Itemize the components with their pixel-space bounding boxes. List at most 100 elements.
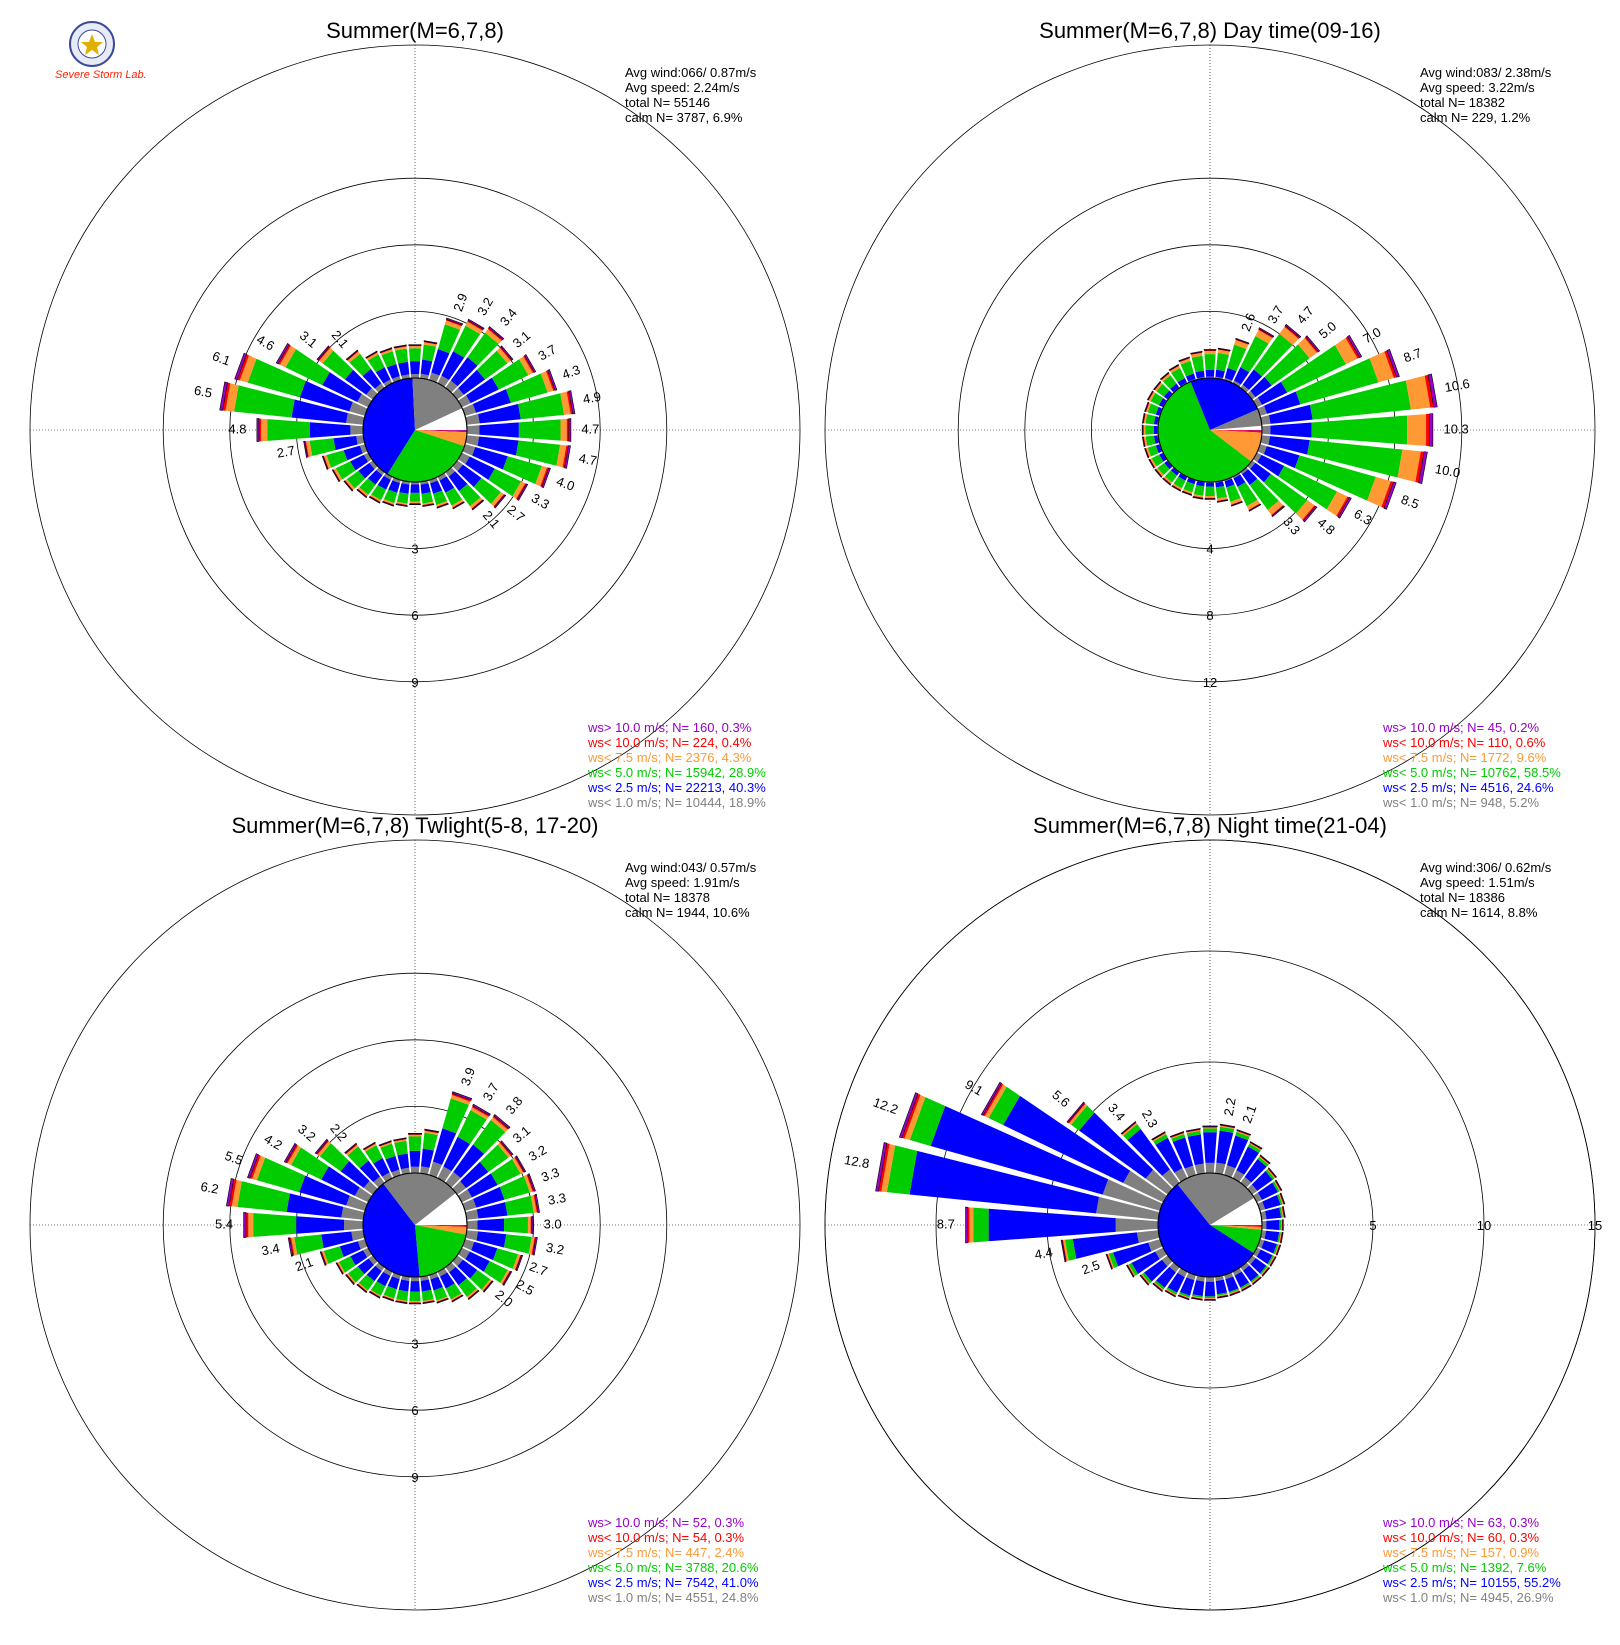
wind-bar-30 [1232,1141,1263,1182]
bar-segment-lt2-5 [465,1251,490,1272]
wind-bar-320 [1120,1121,1180,1188]
pie-slice-lt5 [415,1225,467,1277]
pie-slice-lt7-5 [415,430,467,447]
bar-segment-lt2-5 [1264,1230,1280,1243]
bar-segment-gt10 [247,1153,259,1179]
range-ring-label: 3 [411,542,418,557]
bar-segment-lt2-5 [358,462,375,479]
bar-segment-lt7-5 [496,347,511,364]
bar-segment-lt5 [1277,1194,1283,1205]
wind-bar-250 [319,1239,368,1266]
bar-segment-lt5 [459,483,481,507]
stat-avg-speed: Avg speed: 1.51m/s [1420,875,1535,890]
bar-segment-gt10 [534,1193,540,1213]
wind-bar-270 [243,1212,364,1238]
wind-bar-270 [256,418,364,442]
bar-segment-lt7-5 [530,1194,537,1213]
bar-segment-lt5 [473,477,501,504]
bar-segment-lt5 [909,1097,946,1146]
bar-segment-lt5 [1154,1280,1165,1290]
bar-segment-lt5 [1264,344,1310,386]
bar-segment-lt7-5 [1143,413,1148,424]
bar-label-90: 10.3 [1443,421,1468,436]
wind-bar-180 [409,481,421,506]
pie-slice-lt2-5 [363,1183,420,1277]
bar-segment-lt1 [383,473,393,480]
pie-outline [362,377,468,483]
bar-segment-lt2-5 [410,484,420,493]
bar-segment-lt5 [409,1291,421,1302]
bar-segment-lt2-5 [1158,398,1167,408]
legend-gt10: ws> 10.0 m/s; N= 63, 0.3% [1382,1515,1540,1530]
bar-segment-gt10 [1105,1253,1113,1270]
bar-label-310: 3.2 [295,1121,318,1144]
bar-segment-lt2-5 [1256,1249,1273,1265]
bar-segment-gt10 [1249,1141,1263,1150]
bar-segment-lt2-5 [988,1208,1116,1242]
bar-segment-lt1 [363,1247,372,1258]
pie-slice-lt5 [387,430,465,482]
bar-segment-gt10 [493,494,507,509]
bar-segment-lt2-5 [457,1259,478,1279]
wind-bar-190 [395,480,410,508]
bar-segment-lt2-5 [359,1160,381,1183]
bar-segment-lt1 [465,1209,479,1220]
bar-segment-lt7-5 [225,383,239,412]
bar-segment-gt10 [1259,1154,1271,1165]
bar-segment-gt10 [1305,335,1321,353]
bar-segment-lt7-5 [357,1282,368,1292]
bar-segment-lt1 [1136,1230,1160,1244]
bar-segment-lt10 [493,494,505,508]
bar-segment-lt10 [562,445,569,468]
pie-slice-gt10 [1210,1225,1262,1226]
bar-segment-lt5 [370,1281,386,1296]
bar-segment-gt10 [395,503,408,508]
bar-segment-lt2-5 [1215,369,1225,379]
bar-segment-gt10 [516,483,529,501]
bar-segment-gt10 [256,418,260,442]
pie-slice-lt7-5 [1210,430,1262,462]
legend-lt10: ws< 10.0 m/s; N= 224, 0.4% [587,735,752,750]
bar-segment-lt2-5 [450,357,478,387]
bar-segment-lt10 [316,1140,329,1155]
bar-segment-gt10 [1216,499,1229,503]
bar-segment-lt7-5 [519,356,533,376]
bar-segment-lt1 [376,467,385,476]
bar-segment-lt10 [222,382,231,411]
bar-segment-lt5 [1250,1274,1260,1283]
bar-segment-lt7-5 [1298,338,1317,359]
bar-segment-lt5 [1240,1282,1251,1290]
wind-bar-360 [407,1132,423,1174]
bar-segment-gt10 [471,499,485,511]
bar-segment-lt1 [383,379,393,387]
bar-segment-gt10 [234,352,247,381]
bar-segment-gt10 [275,342,290,365]
bar-segment-lt10 [318,346,331,361]
bar-segment-lt2-5 [460,1161,489,1189]
pie-slice-lt10 [1210,430,1262,433]
bar-label-110: 4.0 [555,474,577,494]
wind-bar-280 [1141,412,1160,425]
bar-segment-lt2-5 [409,361,421,375]
bar-segment-gt10 [365,350,378,359]
wind-bar-160 [1224,1272,1241,1297]
bar-segment-gt10 [436,1298,449,1304]
bar-segment-lt2-5 [1242,369,1263,390]
bar-segment-gt10 [1185,1128,1201,1132]
bar-segment-lt10 [1271,505,1284,516]
stat-total: total N= 18386 [1420,890,1505,905]
bar-segment-gt10 [1282,1219,1284,1231]
stat-total: total N= 18378 [625,890,710,905]
bar-segment-gt10 [1217,1295,1229,1299]
wind-bar-110 [1257,444,1397,510]
bar-segment-lt7-5 [1204,1298,1216,1299]
bar-segment-lt2-5 [366,1265,382,1282]
bar-label-40: 4.7 [1294,303,1317,326]
bar-segment-lt1 [1240,384,1249,393]
bar-segment-lt7-5 [1281,1206,1284,1218]
pie-outline [1157,377,1263,483]
bar-segment-lt7-5 [1268,1255,1275,1266]
bar-segment-lt2-5 [1163,390,1173,400]
